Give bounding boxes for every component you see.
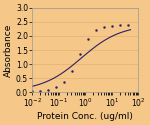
X-axis label: Protein Conc. (ug/ml): Protein Conc. (ug/ml) <box>38 112 133 121</box>
Y-axis label: Absorbance: Absorbance <box>4 23 13 77</box>
